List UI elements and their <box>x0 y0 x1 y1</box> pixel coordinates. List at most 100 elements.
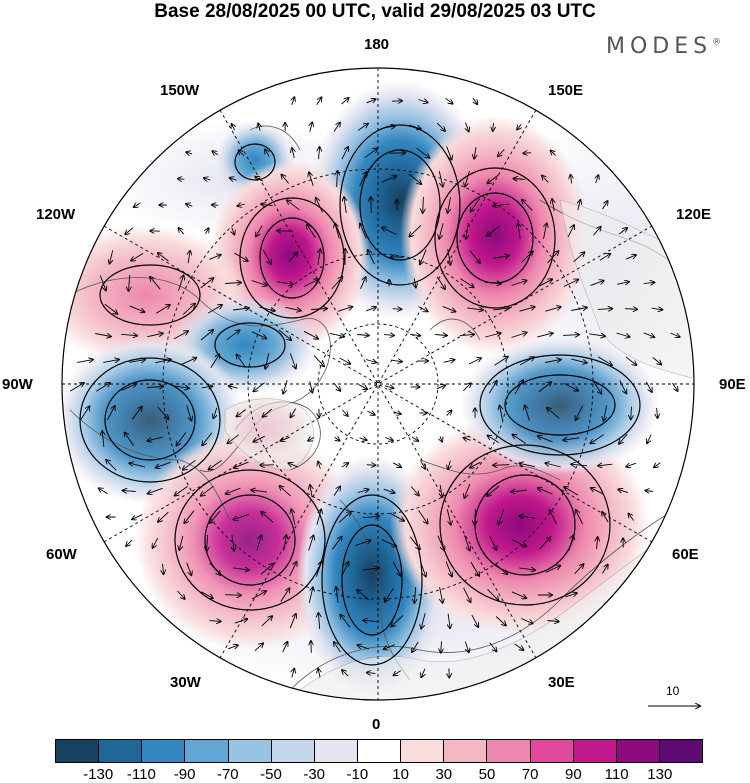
wind-vector-arrow <box>206 228 209 235</box>
anomaly-blob-red-center-150e <box>400 115 590 355</box>
wind-vector-arrow <box>337 307 353 312</box>
wind-vector-arrow <box>173 386 189 388</box>
wind-vector-arrow <box>303 279 318 288</box>
wind-vector-arrow <box>308 535 314 551</box>
wind-vector-arrow <box>342 409 347 416</box>
wind-vector-arrow <box>563 335 579 336</box>
wind-vector-arrow <box>99 488 108 495</box>
colorbar <box>55 739 703 763</box>
wind-vector-arrow <box>414 586 415 603</box>
wind-vector-arrow <box>364 148 378 159</box>
wind-vector-arrow <box>236 409 247 417</box>
wind-vector-arrow <box>156 305 170 314</box>
wind-vector-arrow <box>125 227 134 235</box>
wind-vector-arrow <box>175 486 188 495</box>
wind-vector-arrow <box>409 536 420 550</box>
wind-vector-arrow <box>519 516 536 518</box>
streamlines <box>79 124 641 666</box>
wind-vector-arrow <box>597 356 612 365</box>
colorbar-tick-label: -70 <box>216 766 239 783</box>
wind-vector-arrow <box>446 146 452 159</box>
wind-vector-arrow <box>419 561 425 577</box>
wind-vector-arrow <box>237 355 247 368</box>
wind-vector-arrow <box>385 438 393 441</box>
wind-vector-arrow <box>521 251 532 263</box>
wind-vector-arrow <box>459 334 474 335</box>
wind-vector-arrow <box>77 360 93 363</box>
wind-vector-arrow <box>628 514 635 521</box>
wind-vector-arrow <box>371 197 372 214</box>
wind-vector-arrow <box>437 535 444 551</box>
reference-vector-label: 10 <box>666 684 680 698</box>
wind-vector-arrow <box>234 252 248 261</box>
wind-vector-arrow <box>521 618 533 624</box>
wind-vector-arrow <box>263 408 272 417</box>
wind-vector-arrow <box>201 591 213 598</box>
wind-vector-arrow <box>188 251 190 264</box>
wind-vector-arrow <box>360 277 366 289</box>
wind-vector-arrow <box>382 126 395 128</box>
wind-vector-arrow <box>513 179 525 180</box>
lon-label-120w: 120W <box>36 206 76 223</box>
wind-vector-arrow <box>625 356 637 365</box>
wind-vector-arrow <box>99 275 106 291</box>
wind-vector-arrow <box>129 463 146 468</box>
wind-vector-arrow <box>440 436 442 441</box>
map-boundary <box>61 67 695 701</box>
wind-vector-arrow <box>186 204 193 206</box>
wind-vector-arrow <box>309 172 314 186</box>
wind-vector-arrow <box>318 613 319 630</box>
wind-vector-arrow <box>318 669 320 678</box>
wind-vector-arrow <box>367 411 374 415</box>
wind-vector-arrow <box>410 486 419 496</box>
wind-vector-arrow <box>493 308 509 310</box>
wind-vector-arrow <box>643 282 655 283</box>
wind-vector-arrow <box>393 670 401 676</box>
wind-vector-arrow <box>418 306 427 312</box>
wind-vector-arrow <box>209 562 221 575</box>
wind-vector-arrow <box>262 249 271 264</box>
wind-vector-arrow <box>173 331 188 340</box>
colorbar-segment <box>142 740 186 762</box>
wind-vector-arrow <box>95 334 111 337</box>
wind-vector-arrow <box>383 488 395 493</box>
wind-vector-arrow <box>539 537 551 550</box>
wind-vector-arrow <box>547 251 559 264</box>
wind-vector-arrow <box>596 175 599 184</box>
wind-vector-arrow <box>334 437 340 441</box>
wind-vector-arrow <box>545 307 560 312</box>
wind-vector-arrow <box>366 465 376 466</box>
colorbar-tick-label: 30 <box>435 766 453 783</box>
wind-vector-arrow <box>442 305 456 311</box>
wind-vector-arrow <box>420 460 426 469</box>
wind-vector-arrow <box>121 334 137 335</box>
wind-vector-arrow <box>239 150 245 157</box>
wind-vector-arrow <box>493 256 509 259</box>
wind-vector-arrow <box>256 535 262 551</box>
wind-vector-arrow <box>278 329 291 340</box>
wind-vector-arrow <box>181 358 197 365</box>
wind-vector-arrow <box>131 252 144 260</box>
wind-vector-arrow <box>186 152 193 154</box>
wind-vector-arrow <box>392 561 401 576</box>
wind-vector-arrow <box>232 535 234 551</box>
wind-vector-arrow <box>289 614 296 629</box>
wind-vector-arrow <box>414 278 416 288</box>
wind-vector-arrow <box>340 615 351 628</box>
wind-vector-arrow <box>599 254 610 261</box>
wind-vector-arrow <box>200 330 213 341</box>
wind-vector-arrow <box>381 539 397 547</box>
wind-vector-arrow <box>568 535 574 551</box>
wind-vector-arrow <box>178 179 185 180</box>
wind-vector-arrow <box>439 223 444 239</box>
wind-vector-arrow <box>179 228 185 235</box>
wind-vector-arrow <box>590 434 604 444</box>
lon-label-120e: 120E <box>676 206 712 223</box>
wind-vector-arrow <box>80 406 90 420</box>
wind-vector-arrow <box>512 435 526 444</box>
wind-vector-arrow <box>232 227 235 234</box>
wind-vector-arrow <box>155 359 171 364</box>
wind-vector-arrow <box>651 308 663 310</box>
wind-vector-arrow <box>163 563 164 574</box>
wind-vector-arrow <box>383 335 394 336</box>
